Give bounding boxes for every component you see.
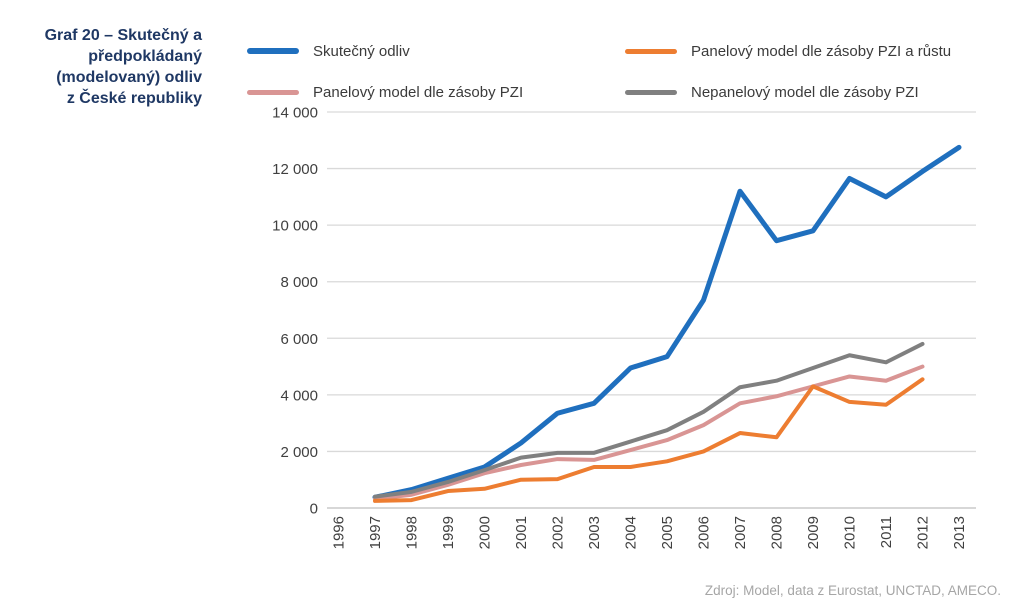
x-tick-label: 1998 <box>404 516 421 549</box>
chart-title-line-2: předpokládaný <box>88 48 202 65</box>
legend-line-swatch-pink <box>247 89 299 95</box>
legend-line-swatch-blue <box>247 48 299 54</box>
legend-label: Nepanelový model dle zásoby PZI <box>691 83 919 101</box>
x-tick-label: 1997 <box>367 516 384 549</box>
legend-label: Skutečný odliv <box>313 42 410 60</box>
x-tick-label: 1999 <box>440 516 457 549</box>
x-tick-label: 2000 <box>477 516 494 549</box>
x-tick-label: 2003 <box>586 516 603 549</box>
legend-item-panelovy-model-pzi: Panelový model dle zásoby PZI <box>247 81 523 103</box>
y-tick-label: 6 000 <box>280 331 318 348</box>
legend-item-skutecny-odliv: Skutečný odliv <box>247 40 410 62</box>
y-tick-label: 8 000 <box>280 274 318 291</box>
chart-title-line-1: Graf 20 – Skutečný a <box>44 27 202 44</box>
y-tick-label: 12 000 <box>272 161 318 178</box>
x-tick-label: 2007 <box>732 516 749 549</box>
chart-title-line-3: (modelovaný) odliv <box>56 69 202 86</box>
series-line-panelovy-model-pzi-a-rustu <box>373 377 925 503</box>
y-tick-label: 4 000 <box>280 387 318 404</box>
y-tick-label: 10 000 <box>272 218 318 235</box>
chart-title: Graf 20 – Skutečný a předpokládaný (mode… <box>18 25 202 109</box>
y-tick-label: 0 <box>310 501 318 518</box>
x-tick-label: 2009 <box>805 516 822 549</box>
x-tick-label: 2012 <box>915 516 932 549</box>
legend-label: Panelový model dle zásoby PZI <box>313 83 524 101</box>
series-line-nepanelovy-model-pzi <box>373 341 925 499</box>
series-line-skutecny-odliv <box>372 144 962 500</box>
legend-line-swatch-gray <box>625 89 677 95</box>
x-tick-label: 2006 <box>696 516 713 549</box>
legend-item-panelovy-model-pzi-a-rustu: Panelový model dle zásoby PZI a růstu <box>625 40 951 62</box>
legend-line-swatch-orange <box>625 48 677 54</box>
x-tick-label: 2001 <box>513 516 530 549</box>
x-tick-label: 2005 <box>659 516 676 549</box>
source-note: Zdroj: Model, data z Eurostat, UNCTAD, A… <box>704 583 1001 598</box>
x-tick-label: 2013 <box>951 516 968 549</box>
legend-label: Panelový model dle zásoby PZI a růstu <box>691 42 952 60</box>
x-tick-label: 2002 <box>550 516 567 549</box>
x-tick-label: 1996 <box>331 516 348 549</box>
legend-item-nepanelovy-model-pzi: Nepanelový model dle zásoby PZI <box>625 81 919 103</box>
y-tick-label: 14 000 <box>272 105 318 122</box>
x-tick-label: 2010 <box>842 516 859 549</box>
x-tick-label: 2004 <box>623 516 640 549</box>
y-tick-label: 2 000 <box>280 444 318 461</box>
x-tick-label: 2008 <box>769 516 786 549</box>
chart-title-line-4: z České republiky <box>66 90 202 107</box>
x-tick-label: 2011 <box>878 516 895 548</box>
series-line-panelovy-model-pzi <box>373 364 925 501</box>
